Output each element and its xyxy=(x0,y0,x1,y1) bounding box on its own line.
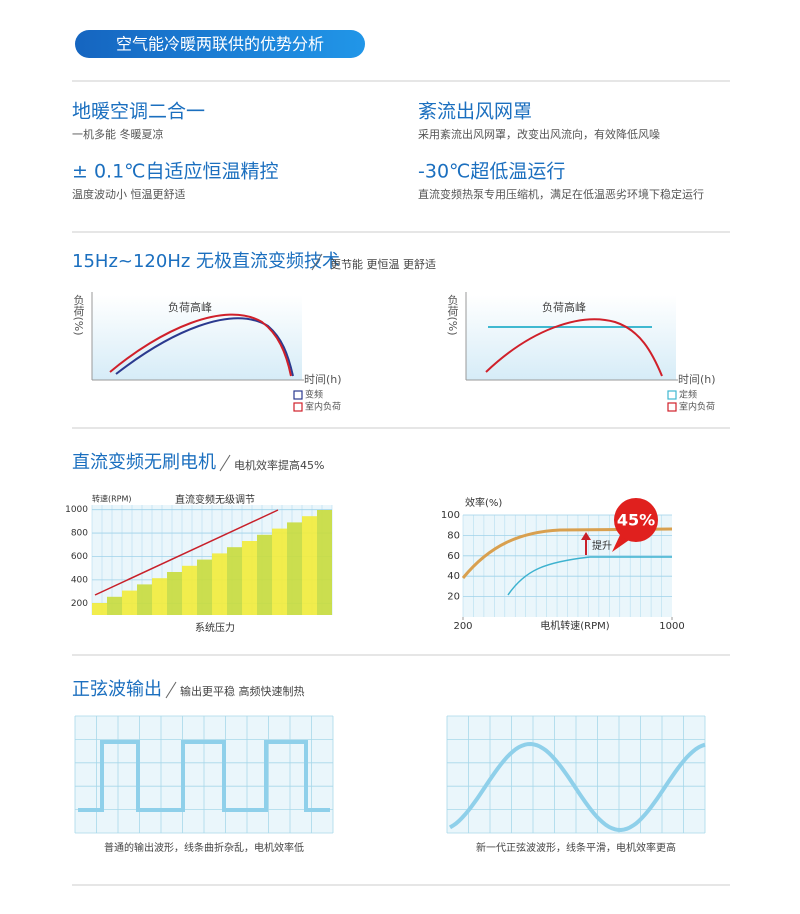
step xyxy=(182,565,197,615)
header-title: 空气能冷暖两联供的优势分析 xyxy=(116,35,324,54)
y-label: 效率(%) xyxy=(465,496,502,509)
step xyxy=(212,553,227,615)
wave xyxy=(448,741,706,833)
section-title: 正弦波输出 xyxy=(72,679,162,700)
section-subtitle: 电机效率提高45% xyxy=(234,458,324,472)
y-tick-label: 1000 xyxy=(65,505,88,515)
step xyxy=(167,572,182,615)
x-tick-label: 200 xyxy=(453,621,472,632)
legend-label: 变频 xyxy=(305,389,323,401)
curve xyxy=(461,527,673,579)
arrow-head xyxy=(581,532,591,540)
y-tick-label: 400 xyxy=(71,575,88,585)
step xyxy=(227,547,242,615)
step xyxy=(317,510,332,615)
y-tick-label: 800 xyxy=(71,529,88,539)
chart-area xyxy=(466,295,676,380)
curve xyxy=(485,318,663,377)
x-label: 系统压力 xyxy=(195,621,235,634)
square-wave xyxy=(74,715,334,834)
step xyxy=(272,528,287,615)
badge xyxy=(614,498,658,542)
x-label: 时间(h) xyxy=(678,373,716,386)
feature-title: -30℃超低温运行 xyxy=(418,161,565,183)
slash xyxy=(311,253,323,271)
chart-title: 负荷高峰 xyxy=(542,300,586,314)
step xyxy=(107,596,122,615)
section-subtitle: 更节能 更恒温 更舒适 xyxy=(330,257,436,271)
y-label: 负荷(%) xyxy=(446,293,459,335)
annotation: 提升 xyxy=(592,540,612,552)
step xyxy=(287,522,302,615)
caption: 新一代正弦波波形，线条平滑，电机效率更高 xyxy=(476,841,676,854)
feature-desc: 直流变频热泵专用压缩机，满足在低温恶劣环境下稳定运行 xyxy=(418,187,704,201)
feature-desc: 一机多能 冬暖夏凉 xyxy=(72,127,164,141)
legend-swatch xyxy=(293,390,303,400)
step xyxy=(137,584,152,615)
section-subtitle: 输出更平稳 高频快速制热 xyxy=(180,684,305,698)
y-tick-label: 80 xyxy=(447,530,460,541)
step xyxy=(122,590,137,615)
chart-title: 直流变频无级调节 xyxy=(175,493,255,506)
slash xyxy=(219,454,231,472)
step xyxy=(242,541,257,615)
wave xyxy=(78,740,330,812)
section-title: 15Hz~120Hz 无极直流变频技术 xyxy=(72,251,340,272)
x-label: 时间(h) xyxy=(304,373,342,386)
feature-title: 地暖空调二合一 xyxy=(72,101,205,123)
trend-line xyxy=(94,509,279,596)
efficiency-chart: 100 80 60 40 20 200 1000 提升 45% 效率(%) 电机转速(RPM) xyxy=(441,496,685,632)
y-tick-label: 40 xyxy=(447,571,460,582)
feature-title: 紊流出风网罩 xyxy=(418,101,532,123)
caption: 普通的输出波形，线条曲折杂乱，电机效率低 xyxy=(104,841,304,854)
legend-swatch xyxy=(293,402,303,412)
sine-wave xyxy=(446,715,706,834)
y-tick-label: 100 xyxy=(441,510,460,521)
badge-label: 45% xyxy=(617,511,655,530)
section-title: 直流变频无刷电机 xyxy=(72,452,216,473)
curve xyxy=(115,317,294,377)
feature-desc: 采用紊流出风网罩，改变出风流向，有效降低风噪 xyxy=(418,127,660,141)
legend-swatch xyxy=(667,390,677,400)
chart-title: 负荷高峰 xyxy=(168,300,212,314)
curve xyxy=(507,556,672,596)
x-label: 电机转速(RPM) xyxy=(540,619,610,632)
feature-desc: 温度波动小 恒温更舒适 xyxy=(72,187,186,201)
legend-label: 定频 xyxy=(679,389,697,401)
x-tick-label: 1000 xyxy=(659,621,684,632)
y-label: 转速(RPM) xyxy=(92,494,132,504)
header-pill xyxy=(75,30,365,58)
step xyxy=(257,534,272,615)
y-label: 负荷(%) xyxy=(72,293,85,335)
step xyxy=(92,603,107,615)
step xyxy=(302,516,317,615)
y-tick-label: 20 xyxy=(447,592,460,603)
step xyxy=(197,559,212,615)
legend-label: 室内负荷 xyxy=(305,401,341,413)
y-tick-label: 60 xyxy=(447,551,460,562)
curve xyxy=(109,313,292,377)
legend-swatch xyxy=(667,402,677,412)
y-tick-label: 600 xyxy=(71,552,88,562)
slash xyxy=(165,681,177,699)
legend-label: 室内负荷 xyxy=(679,401,715,413)
step xyxy=(152,578,167,615)
y-tick-label: 200 xyxy=(71,599,88,609)
feature-title: ± 0.1℃自适应恒温精控 xyxy=(72,161,279,183)
